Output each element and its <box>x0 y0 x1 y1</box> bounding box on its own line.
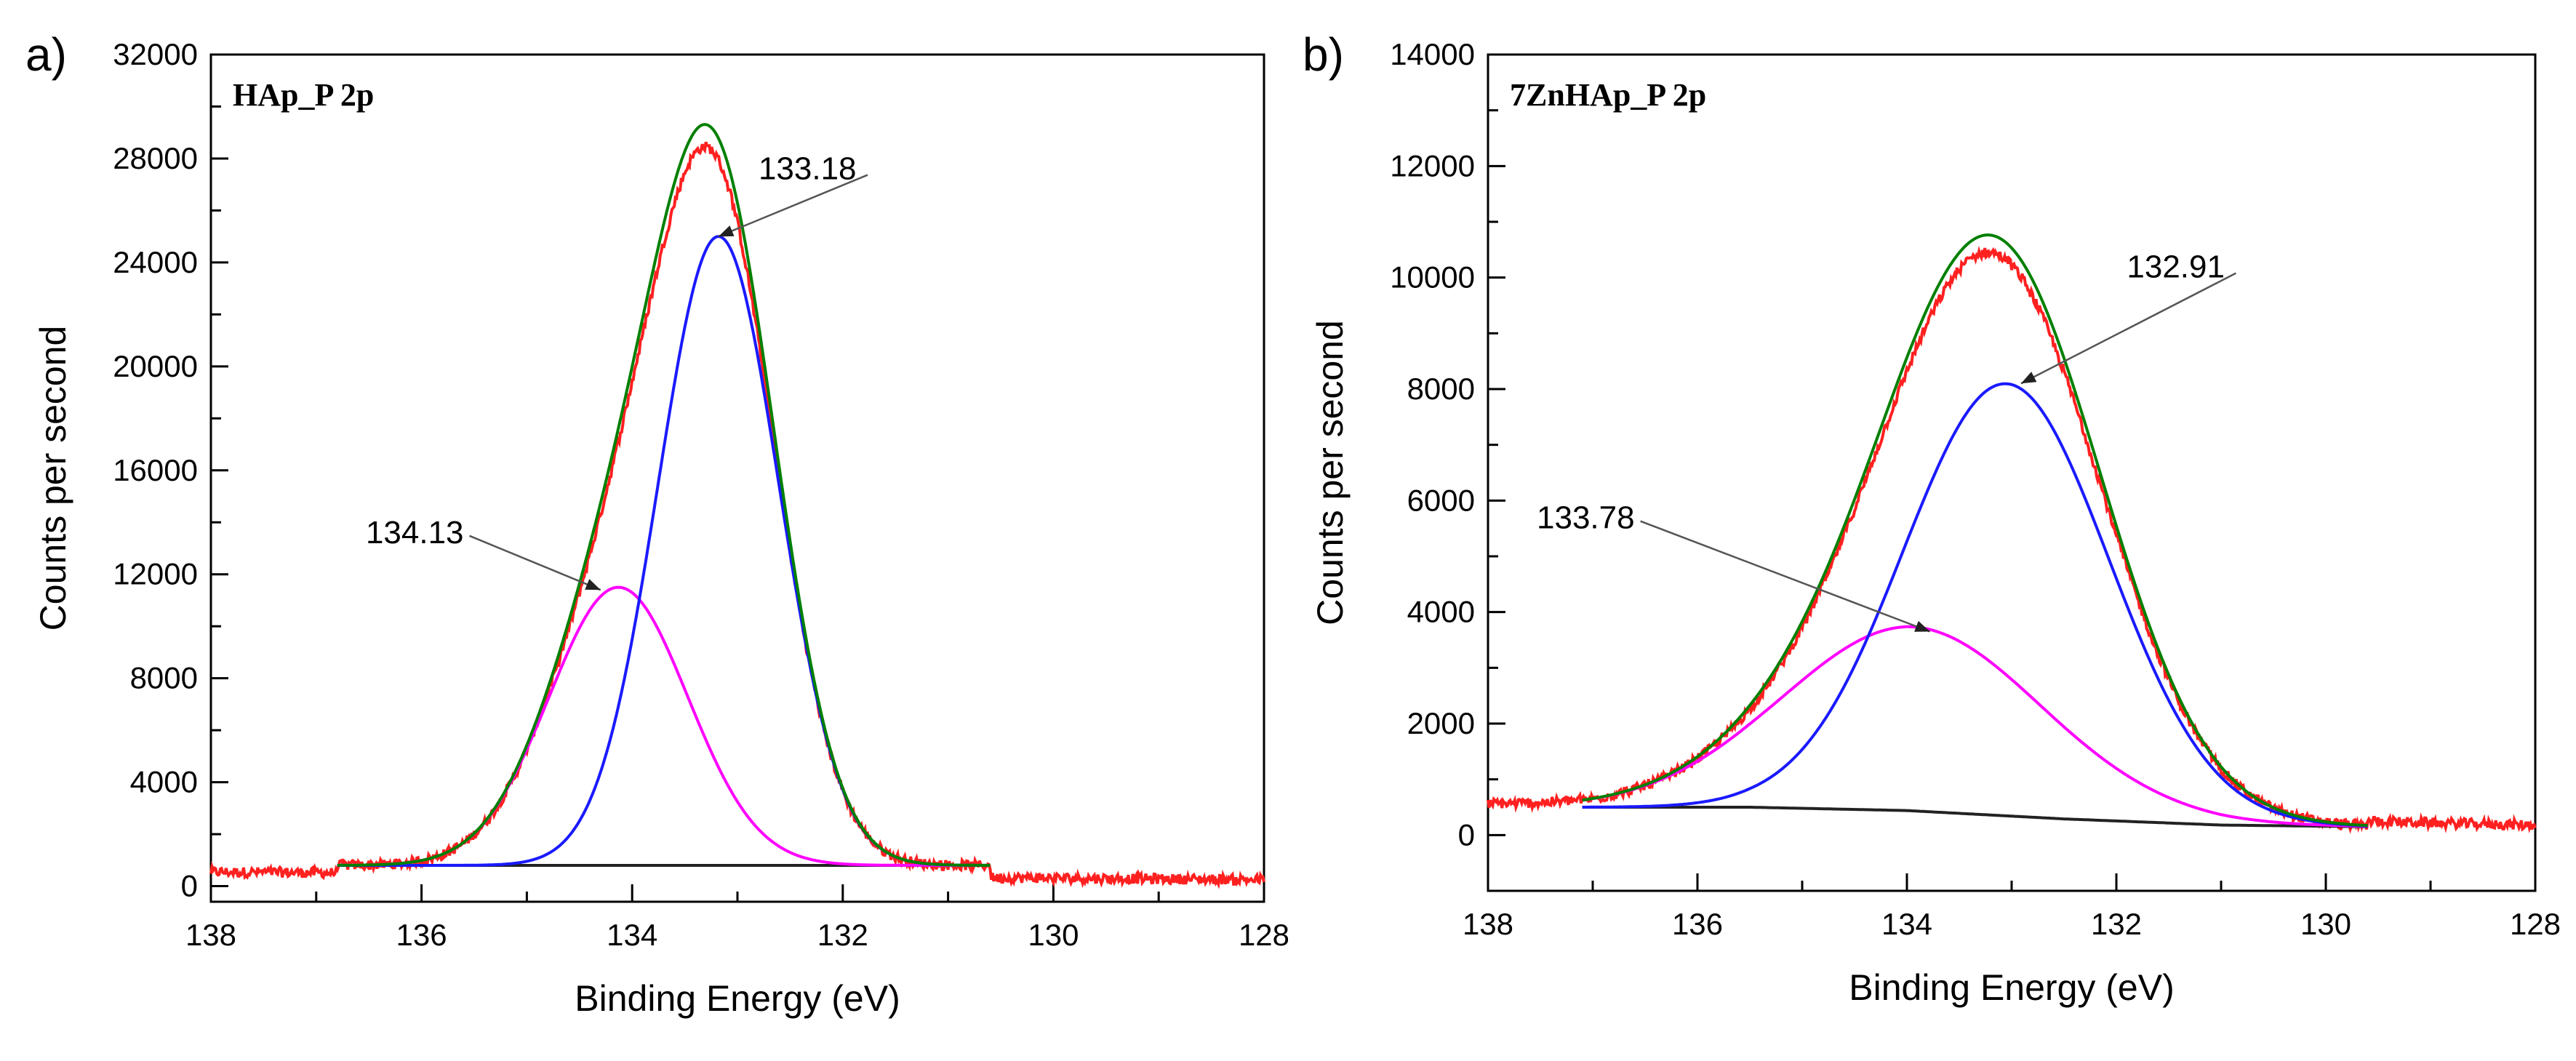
chart-a-x-tick-label: 130 <box>1028 918 1079 952</box>
chart-a-peak-1-line <box>337 235 991 867</box>
chart-b-y-tick-label: 6000 <box>1407 483 1475 517</box>
chart-b-y-tick-label: 12000 <box>1390 148 1475 183</box>
chart-b-frame <box>1487 53 2537 892</box>
chart-a-y-tick-label: 8000 <box>130 661 198 695</box>
chart-b-y-tick-label: 10000 <box>1390 260 1475 295</box>
chart-a-x-tick-label: 132 <box>817 918 868 952</box>
chart-b-x-tick-label: 132 <box>2091 907 2142 941</box>
chart-a-y-tick-label: 28000 <box>113 141 198 175</box>
chart-b-annotation-arrow <box>2020 272 2236 385</box>
chart-b-x-tick-label: 130 <box>2300 907 2351 941</box>
chart-a-envelope-line <box>337 123 991 867</box>
chart-a-panel-label: a) <box>25 28 67 81</box>
chart-b-x-tick-label: 136 <box>1672 907 1723 941</box>
chart-a-svg: 138 136 134 132 130 128 0 4000 8000 12000 16000 200… <box>25 28 1288 1019</box>
chart-a-peak-2-line <box>337 585 991 867</box>
chart-b-y-axis-title: Counts per second <box>1310 320 1351 625</box>
chart-b-envelope-line <box>1582 233 2368 828</box>
chart-a-y-axis-title: Counts per second <box>33 326 73 631</box>
chart-b-peak-1-line <box>1582 382 2368 828</box>
chart-a-frame <box>209 53 1265 903</box>
chart-a-title: HAp_P 2p <box>233 77 374 113</box>
chart-a-y-tick-label: 4000 <box>130 765 198 799</box>
chart-a-annotation-label: 133.18 <box>759 151 857 187</box>
chart-a-y-tick-label: 12000 <box>113 557 198 591</box>
chart-b-annotation-arrowhead <box>1914 620 1930 632</box>
chart-a-annotation-arrowhead <box>585 579 601 590</box>
chart-b-svg: 138 136 134 132 130 128 0 2000 4000 6000 8000 10000… <box>1303 28 2561 1008</box>
chart-a-annotation-arrow <box>718 174 868 238</box>
chart-b-y-tick-label: 4000 <box>1407 595 1475 629</box>
chart-b-x-tick-label: 138 <box>1463 907 1513 941</box>
chart-a-x-tick-label: 128 <box>1239 918 1288 952</box>
chart-a-annotation-arrow <box>469 534 601 591</box>
chart-a-raw-data-line <box>209 141 1265 889</box>
chart-a-x-tick-label: 138 <box>185 918 236 952</box>
chart-b-annotation-arrow <box>1640 520 1931 633</box>
chart-b-y-tick-label: 2000 <box>1407 706 1475 740</box>
chart-a-y-tick-label: 32000 <box>113 37 198 71</box>
chart-b-annotation-label: 132.91 <box>2127 249 2225 285</box>
chart-b-annotation-arrowhead <box>2021 372 2037 384</box>
chart-b-plot-area: 138 136 134 132 130 128 0 2000 4000 6000 8000 10000… <box>1303 28 2561 1008</box>
chart-b-peak-2-line <box>1582 625 2368 828</box>
chart-b-raw-data-line <box>1487 245 2537 834</box>
chart-b-x-tick-label: 128 <box>2510 907 2561 941</box>
chart-a-annotation-arrowhead <box>718 225 735 237</box>
chart-b-annotation-label: 133.78 <box>1537 500 1635 536</box>
chart-b-title: 7ZnHAp_P 2p <box>1510 77 1706 113</box>
chart-a-x-tick-label: 136 <box>396 918 447 952</box>
chart-b-baseline-line <box>1582 806 2368 828</box>
chart-a-y-tick-label: 16000 <box>113 453 198 487</box>
chart-panel-b: 138 136 134 132 130 128 0 2000 4000 6000 8000 10000… <box>1288 0 2576 1061</box>
chart-b-y-tick-label: 8000 <box>1407 372 1475 406</box>
chart-a-x-tick-label: 134 <box>607 918 657 952</box>
chart-a-annotation-label: 134.13 <box>366 515 464 550</box>
chart-panel-a: 138 136 134 132 130 128 0 4000 8000 12000 16000 200… <box>25 28 1288 1019</box>
chart-b-y-tick-label: 14000 <box>1390 37 1475 71</box>
chart-b-x-tick-label: 134 <box>1881 907 1932 941</box>
chart-a-plot-area: 138 136 134 132 130 128 0 4000 8000 12000 16000 200… <box>25 28 1288 1019</box>
chart-a-y-tick-label: 20000 <box>113 349 198 383</box>
chart-a-x-axis-title: Binding Energy (eV) <box>575 978 900 1019</box>
chart-a-y-tick-label: 0 <box>181 869 198 903</box>
chart-b-y-tick-label: 0 <box>1458 817 1475 852</box>
chart-b-panel-label: b) <box>1303 28 1344 81</box>
chart-a-y-tick-label: 24000 <box>113 245 198 279</box>
chart-b-x-axis-title: Binding Energy (eV) <box>1849 967 2174 1008</box>
